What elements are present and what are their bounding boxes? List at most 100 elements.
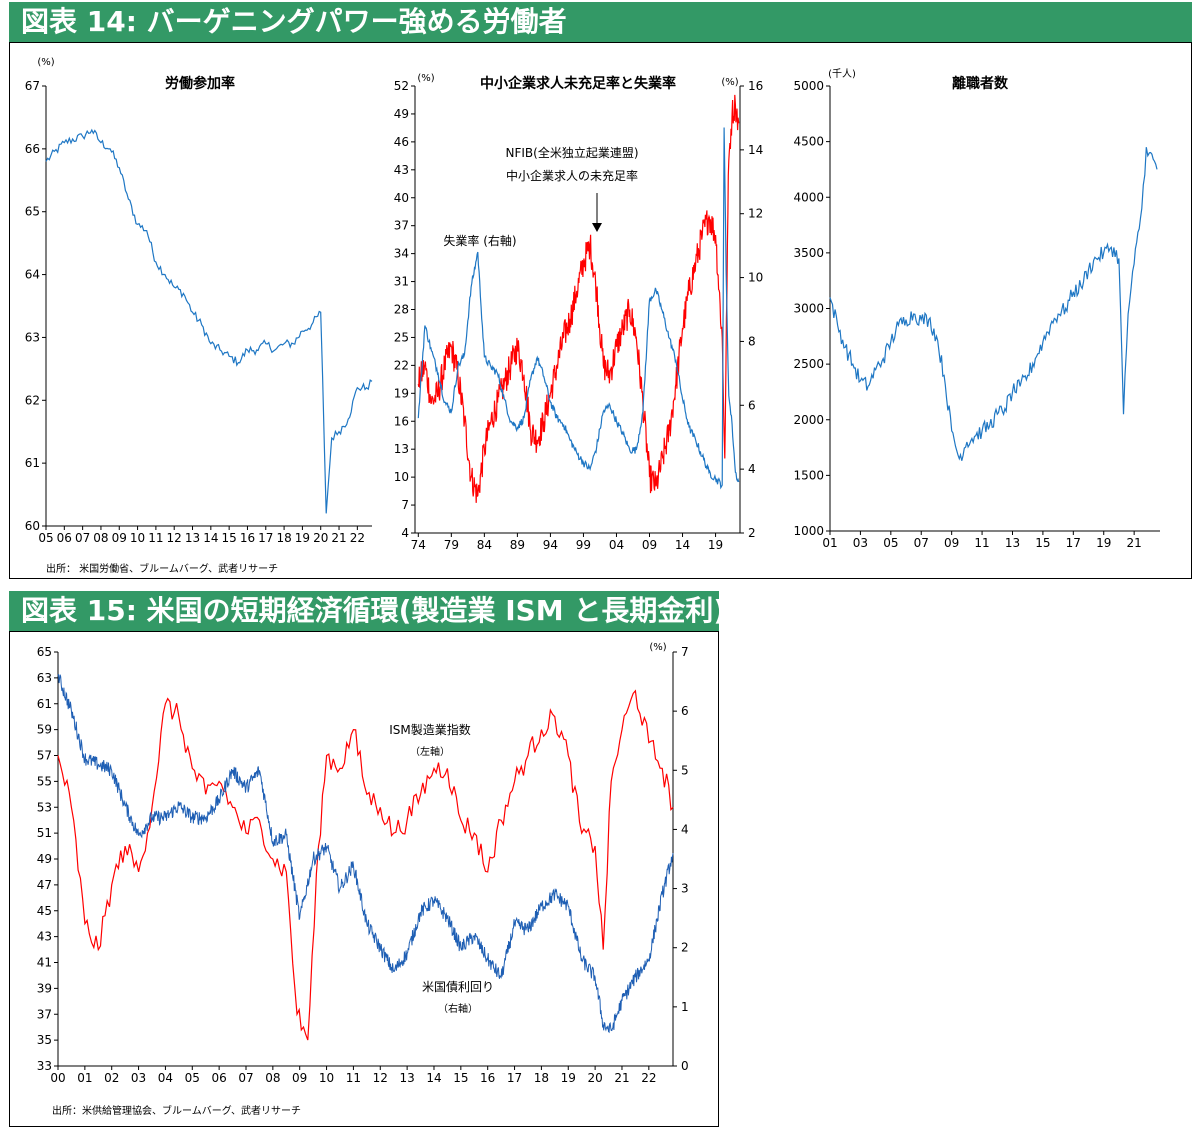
ism-y-tick-label: 41 (37, 956, 52, 970)
figure-14-header: 図表 14: バーゲニングパワー強める労働者 (9, 2, 1192, 42)
ism-y-tick-label: 55 (37, 774, 52, 788)
nfib-unit-left: (%) (417, 73, 434, 84)
nfib-y2-tick-label: 16 (748, 79, 763, 93)
lfpr-y-tick-label: 60 (25, 519, 40, 533)
quits-x-tick-label: 07 (914, 536, 929, 550)
ism-index-line (57, 689, 674, 1041)
nfib-y-tick-label: 43 (394, 163, 409, 177)
nfib-y2-tick-label: 4 (748, 462, 756, 476)
nfib-annotation-2: 中小企業求人の未充足率 (506, 168, 638, 183)
ism-x-tick-label: 09 (292, 1071, 307, 1085)
quits-x-tick-label: 13 (1005, 536, 1020, 550)
ism-y-tick-label: 37 (37, 1007, 52, 1021)
ism-annotation-4: （右軸） (438, 1002, 478, 1015)
treasury-yield-line (57, 674, 674, 1034)
ism-annotation-2: （左軸） (410, 745, 450, 758)
ism-y-tick-label: 39 (37, 981, 52, 995)
figure-15-source: 出所：米供給管理協会、ブルームバーグ、武者リサーチ (52, 1106, 301, 1117)
lfpr-title: 労働参加率 (165, 75, 235, 92)
ism-annotation-1: ISM製造業指数 (389, 722, 471, 737)
ism-x-tick-label: 21 (614, 1071, 629, 1085)
ism-y-tick-label: 33 (37, 1059, 52, 1073)
nfib-y-tick-label: 10 (394, 470, 409, 484)
ism-x-tick-label: 15 (453, 1071, 468, 1085)
ism-y2-tick-label: 2 (681, 941, 689, 955)
figure-15-frame: 33 35 37 39 41 43 45 47 49 51 53 55 57 59 61 63 65 0 1 2 3 4 5… (9, 631, 719, 1127)
ism-y2-tick-label: 6 (681, 704, 689, 718)
lfpr-x-tick-label: 11 (148, 531, 163, 545)
ism-x-tick-label: 12 (373, 1071, 388, 1085)
nfib-x-tick-label: 89 (510, 538, 525, 552)
ism-y-tick-label: 57 (37, 749, 52, 763)
nfib-y2-tick-label: 10 (748, 271, 763, 285)
quits-x-tick-label: 01 (822, 536, 837, 550)
lfpr-x-tick-label: 05 (38, 531, 53, 545)
lfpr-x-tick-label: 09 (112, 531, 127, 545)
quits-y-tick-label: 5000 (793, 79, 824, 93)
quits-x-tick-label: 19 (1096, 536, 1111, 550)
lfpr-x-tick-label: 22 (350, 531, 365, 545)
ism-x-tick-label: 11 (346, 1071, 361, 1085)
lfpr-x-tick-label: 12 (167, 531, 182, 545)
quits-x-tick-label: 17 (1066, 536, 1081, 550)
lfpr-y-tick-label: 64 (25, 268, 40, 282)
ism-x-tick-label: 16 (480, 1071, 495, 1085)
lfpr-x-tick-label: 17 (258, 531, 273, 545)
ism-y2-tick-label: 1 (681, 1000, 689, 1014)
ism-x-tick-label: 18 (534, 1071, 549, 1085)
quits-series-line (829, 147, 1158, 461)
nfib-y-tick-label: 28 (394, 303, 409, 317)
ism-y-tick-label: 45 (37, 904, 52, 918)
ism-unit-right: (%) (649, 642, 666, 653)
nfib-y-tick-label: 13 (394, 442, 409, 456)
nfib-annotation-1: NFIB(全米独立起業連盟) (505, 145, 638, 160)
lfpr-unit: (%) (37, 57, 54, 68)
nfib-x-tick-label: 94 (543, 538, 558, 552)
nfib-x-tick-label: 04 (609, 538, 624, 552)
ism-x-tick-label: 07 (238, 1071, 253, 1085)
ism-annotation-3: 米国債利回り (422, 979, 494, 994)
quits-y-tick-label: 4500 (793, 135, 824, 149)
figure-15: 図表 15: 米国の短期経済循環(製造業 ISM と長期金利) 33 35 37 39… (9, 591, 726, 1127)
ism-y2-tick-label: 4 (681, 822, 689, 836)
lfpr-x-tick-label: 21 (331, 531, 346, 545)
lfpr-y-tick-label: 63 (25, 330, 40, 344)
ism-x-tick-label: 19 (561, 1071, 576, 1085)
lfpr-y-tick-label: 67 (25, 79, 40, 93)
nfib-y2-tick-label: 6 (748, 398, 756, 412)
ism-y-tick-label: 59 (37, 723, 52, 737)
ism-x-tick-label: 01 (77, 1071, 92, 1085)
nfib-x-tick-label: 79 (444, 538, 459, 552)
lfpr-x-tick-label: 13 (185, 531, 200, 545)
figure-14-source: 出所： 米国労働省、ブルームバーグ、武者リサーチ (46, 564, 279, 575)
ism-x-tick-label: 06 (211, 1071, 226, 1085)
lfpr-x-tick-label: 18 (276, 531, 291, 545)
quits-x-tick-label: 05 (883, 536, 898, 550)
quits-y-tick-label: 1500 (793, 468, 824, 482)
figure-14: 図表 14: バーゲニングパワー強める労働者 60 61 62 63 64 65 66 67 0… (9, 2, 1192, 579)
figure-15-chart: 3335373941434547495153555759616365012345… (37, 642, 689, 1085)
lfpr-series-line (45, 128, 373, 514)
ism-y-tick-label: 51 (37, 826, 52, 840)
nfib-annotation-3: 失業率 (右軸) (443, 233, 516, 248)
ism-y2-tick-label: 7 (681, 645, 689, 659)
ism-x-tick-label: 22 (641, 1071, 656, 1085)
quits-y-tick-label: 3500 (793, 246, 824, 260)
ism-y2-tick-label: 3 (681, 882, 689, 896)
quits-y-tick-label: 2000 (793, 413, 824, 427)
quits-x-tick-label: 09 (944, 536, 959, 550)
lfpr-x-tick-label: 15 (222, 531, 237, 545)
nfib-y-tick-label: 37 (394, 219, 409, 233)
lfpr-x-tick-label: 08 (93, 531, 108, 545)
ism-x-tick-label: 14 (426, 1071, 441, 1085)
quits-x-tick-label: 03 (853, 536, 868, 550)
quits-x-tick-label: 21 (1127, 536, 1142, 550)
nfib-x-tick-label: 09 (642, 538, 657, 552)
nfib-y2-tick-label: 8 (748, 334, 756, 348)
lfpr-x-tick-label: 20 (313, 531, 328, 545)
nfib-x-tick-label: 74 (411, 538, 426, 552)
nfib-y2-tick-label: 2 (748, 526, 756, 540)
ism-y2-tick-label: 5 (681, 763, 689, 777)
nfib-unemployment-line (417, 127, 740, 490)
lfpr-x-tick-label: 10 (130, 531, 145, 545)
